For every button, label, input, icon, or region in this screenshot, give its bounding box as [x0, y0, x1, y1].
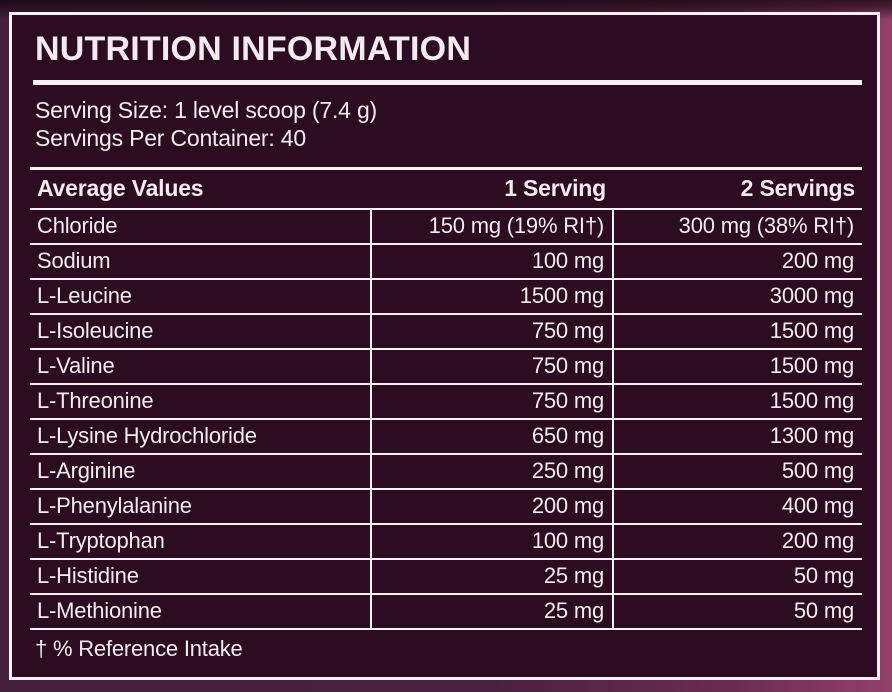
table-row: L-Methionine 25 mg 50 mg [30, 593, 862, 630]
nutrition-panel: NUTRITION INFORMATION Serving Size: 1 le… [9, 12, 880, 680]
nutrient-name-cell: L-Tryptophan [30, 523, 372, 560]
serving1-value-cell: 150 mg (19% RI†) [371, 208, 614, 245]
nutrient-name-cell: L-Lysine Hydrochloride [30, 418, 372, 455]
nutrition-table-body: Chloride 150 mg (19% RI†) 300 mg (38% RI… [30, 208, 862, 630]
table-row: Sodium 100 mg 200 mg [30, 243, 862, 280]
table-row: L-Valine 750 mg 1500 mg [30, 348, 862, 385]
serving2-value-cell: 200 mg [613, 523, 862, 560]
table-row: L-Tryptophan 100 mg 200 mg [30, 523, 862, 560]
serving2-value-cell: 3000 mg [613, 278, 862, 315]
serving2-value-cell: 1300 mg [613, 418, 862, 455]
nutrient-name-cell: Chloride [30, 208, 372, 245]
table-row: L-Threonine 750 mg 1500 mg [30, 383, 862, 420]
serving1-value-cell: 250 mg [371, 453, 614, 490]
serving2-value-cell: 50 mg [613, 558, 862, 595]
nutrient-name-cell: Sodium [30, 243, 372, 280]
serving2-value-cell: 50 mg [613, 593, 862, 630]
serving1-value-cell: 750 mg [371, 383, 614, 420]
servings-per-container-text: Servings Per Container: 40 [35, 124, 306, 151]
serving2-value-cell: 1500 mg [613, 383, 862, 420]
serving2-value-cell: 400 mg [613, 488, 862, 525]
nutrient-name-cell: L-Arginine [30, 453, 372, 490]
serving2-value-cell: 500 mg [613, 453, 862, 490]
nutrient-name-cell: L-Valine [30, 348, 372, 385]
nutrition-table-header: Average Values 1 Serving 2 Servings [30, 168, 862, 209]
column-header-2-servings: 2 Servings [740, 175, 856, 202]
table-row: L-Arginine 250 mg 500 mg [30, 453, 862, 490]
table-row: L-Phenylalanine 200 mg 400 mg [30, 488, 862, 525]
serving2-value-cell: 1500 mg [613, 348, 862, 385]
column-header-average-values: Average Values [37, 175, 204, 202]
table-row: L-Lysine Hydrochloride 650 mg 1300 mg [30, 418, 862, 455]
serving1-value-cell: 750 mg [371, 348, 614, 385]
table-row: Chloride 150 mg (19% RI†) 300 mg (38% RI… [30, 208, 862, 245]
serving2-value-cell: 1500 mg [613, 313, 862, 350]
column-header-1-serving: 1 Serving [504, 175, 606, 202]
reference-intake-footnote: † % Reference Intake [35, 635, 243, 661]
header-row: Average Values 1 Serving 2 Servings [30, 168, 862, 209]
serving1-value-cell: 1500 mg [371, 278, 614, 315]
nutrient-name-cell: L-Leucine [30, 278, 372, 315]
serving1-value-cell: 25 mg [371, 558, 614, 595]
serving2-value-cell: 300 mg (38% RI†) [613, 208, 862, 245]
serving-info: Serving Size: 1 level scoop (7.4 g) Serv… [33, 97, 862, 152]
serving1-value-cell: 25 mg [371, 593, 614, 630]
serving-size-text: Serving Size: 1 level scoop (7.4 g) [35, 97, 378, 123]
page-title: NUTRITION INFORMATION [33, 24, 862, 85]
serving1-value-cell: 100 mg [371, 243, 614, 280]
serving2-value-cell: 200 mg [613, 243, 862, 280]
table-row: L-Leucine 1500 mg 3000 mg [30, 278, 862, 315]
nutrition-table: Average Values 1 Serving 2 Servings Chlo… [30, 167, 862, 630]
serving1-value-cell: 750 mg [371, 313, 614, 350]
table-row: L-Histidine 25 mg 50 mg [30, 558, 862, 595]
serving1-value-cell: 650 mg [371, 418, 614, 455]
nutrient-name-cell: L-Phenylalanine [30, 488, 372, 525]
serving1-value-cell: 100 mg [371, 523, 614, 560]
nutrient-name-cell: L-Threonine [30, 383, 372, 420]
nutrient-name-cell: L-Histidine [30, 558, 372, 595]
table-row: L-Isoleucine 750 mg 1500 mg [30, 313, 862, 350]
serving1-value-cell: 200 mg [371, 488, 614, 525]
nutrient-name-cell: L-Isoleucine [30, 313, 372, 350]
nutrient-name-cell: L-Methionine [30, 593, 372, 630]
